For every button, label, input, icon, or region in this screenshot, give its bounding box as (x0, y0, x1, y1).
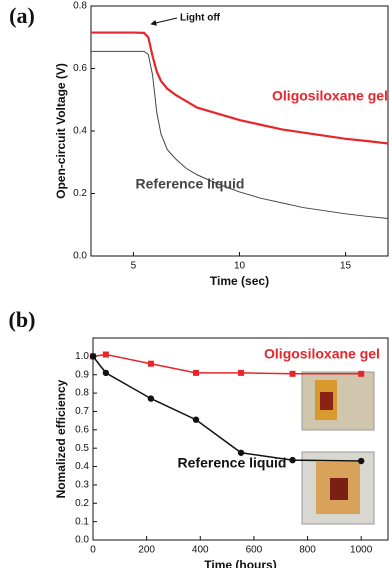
y-tick-label: 0.9 (75, 369, 89, 380)
marker (358, 370, 365, 377)
x-tick-label: 1000 (350, 545, 373, 556)
y-tick-label: 0.7 (75, 406, 89, 417)
x-axis-title: Time (hours) (204, 558, 276, 568)
y-tick-label: 0.4 (73, 126, 87, 137)
marker (237, 449, 245, 456)
marker (192, 416, 200, 423)
y-tick-label: 0.8 (73, 1, 87, 12)
plot-frame (92, 337, 389, 541)
x-tick-label: 10 (234, 261, 246, 272)
panel-label: (a) (9, 3, 35, 28)
marker (147, 395, 155, 402)
y-axis-title: Open-circuit Voltage (V) (54, 63, 68, 199)
y-axis-title: Nomalized efficiency (54, 379, 68, 498)
x-tick-label: 800 (299, 545, 316, 556)
y-tick-label: 0.5 (75, 443, 89, 454)
marker (192, 369, 199, 376)
y-tick-label: 0.6 (75, 424, 89, 435)
y-tick-label: 0.3 (75, 480, 89, 491)
line (91, 50, 389, 219)
marker (238, 369, 245, 376)
inset-photo (301, 371, 375, 431)
marker (357, 457, 365, 465)
series-label: Oligosiloxane gel (264, 346, 380, 362)
y-tick-label: 0.1 (75, 516, 89, 527)
marker (102, 351, 109, 358)
y-tick-label: 0.2 (75, 498, 89, 509)
series-label: Reference liquid (136, 176, 245, 192)
marker (289, 370, 296, 377)
annotation: Light off (180, 13, 221, 24)
marker (147, 360, 154, 367)
y-tick-label: 0.4 (75, 461, 89, 472)
line (91, 31, 389, 145)
marker (89, 353, 97, 360)
plot-frame (90, 5, 389, 257)
x-tick-label: 5 (131, 261, 137, 272)
marker (289, 456, 296, 464)
marker (102, 369, 110, 377)
y-tick-label: 0.0 (73, 251, 87, 262)
x-tick-label: 0 (90, 545, 96, 556)
series-label: Oligosiloxane gel (272, 88, 388, 104)
panel-label: (b) (9, 307, 36, 332)
annotation-arrow (150, 17, 178, 26)
x-axis-title: Time (sec) (210, 274, 269, 288)
x-tick-label: 200 (138, 545, 155, 556)
y-tick-label: 0.8 (75, 388, 89, 399)
x-tick-label: 15 (340, 261, 352, 272)
y-tick-label: 0.2 (73, 188, 87, 199)
y-tick-label: 0.0 (75, 535, 89, 546)
x-tick-label: 400 (192, 545, 209, 556)
y-tick-label: 0.6 (73, 63, 87, 74)
x-tick-label: 600 (246, 545, 263, 556)
series-label: Reference liquid (178, 455, 287, 471)
y-tick-label: 1.0 (75, 351, 89, 362)
